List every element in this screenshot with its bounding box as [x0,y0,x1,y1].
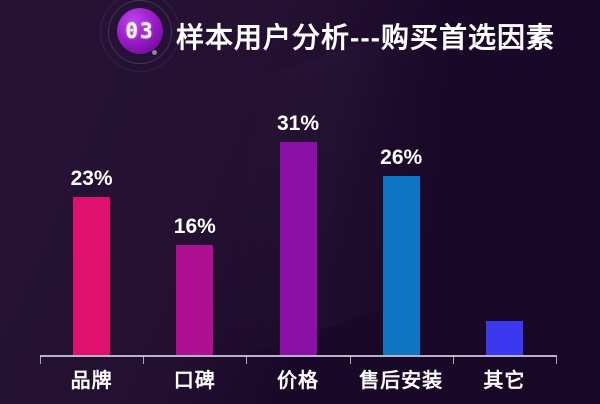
axis-tick [453,355,454,364]
bar-value-label: 16% [173,215,216,238]
axis-tick [246,355,247,364]
axis-tick [40,355,41,364]
badge-dot [152,50,157,55]
axis-tick [143,355,144,364]
axis-tick [350,355,351,364]
bar-value-label: 31% [276,112,320,135]
badge-outer-ring [100,0,180,72]
axis-tick [556,355,557,364]
bar-其它 [485,321,523,355]
page-title: 样本用户分析---购买首选因素 [176,22,555,53]
category-label-价格: 价格 [277,370,319,392]
section-number-badge: 03 [117,8,163,54]
category-label-其它: 其它 [483,370,526,392]
category-label-品牌: 品牌 [70,370,113,392]
bar-value-label: 23% [70,167,113,190]
bar-售后安装 [382,176,420,355]
bar-value-label: 26% [380,146,423,169]
badge-ring [108,0,172,64]
bar-品牌 [73,197,111,355]
bar-价格 [279,142,317,355]
bar-口碑 [176,245,214,355]
category-label-售后安装: 售后安装 [359,370,444,392]
category-label-口碑: 口碑 [173,370,216,392]
section-number: 03 [125,19,155,43]
x-axis-line [40,355,556,357]
